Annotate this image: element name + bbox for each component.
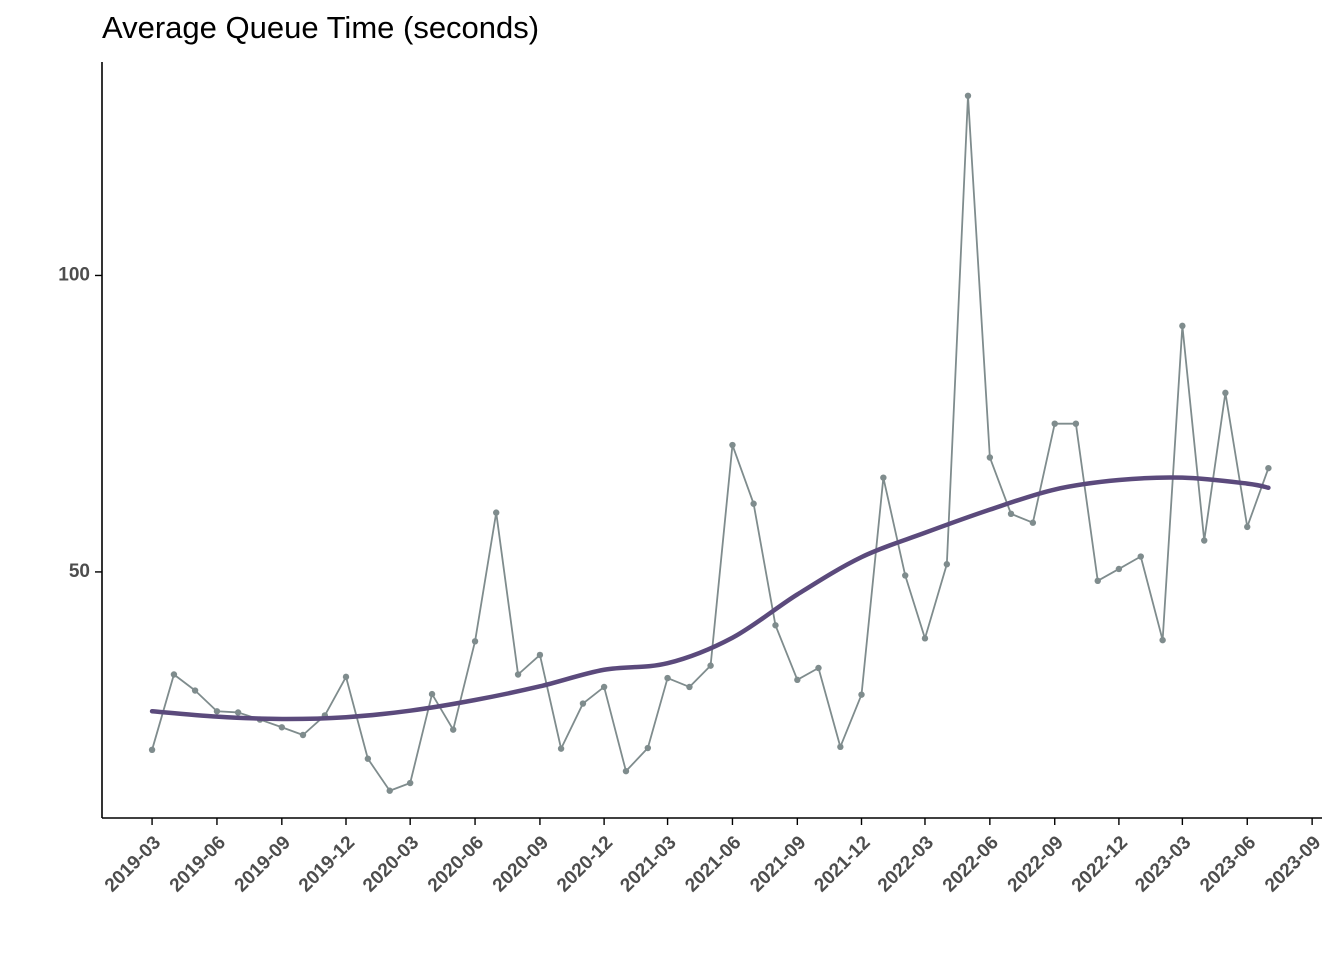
x-tick-label: 2019-12 — [295, 832, 359, 896]
observed-point — [600, 683, 608, 691]
x-tick-label: 2019-06 — [166, 832, 230, 896]
observed-point — [493, 509, 500, 516]
observed-point — [1051, 420, 1058, 427]
observed-point — [964, 92, 972, 99]
observed-point — [1137, 553, 1144, 560]
observed-point — [406, 779, 414, 787]
observed-line — [151, 94, 1270, 792]
observed-point — [234, 709, 242, 716]
observed-point — [707, 662, 714, 669]
observed-point — [1222, 389, 1229, 397]
x-tick-label: 2023-06 — [1196, 832, 1260, 896]
observed-point — [364, 755, 372, 762]
x-tick-label: 2022-06 — [939, 832, 1003, 896]
x-tick-label: 2023-09 — [1261, 832, 1325, 896]
observed-point — [858, 691, 865, 698]
observed-point — [1265, 464, 1272, 472]
observed-point — [579, 700, 587, 707]
observed-point — [837, 743, 844, 751]
observed-point — [815, 664, 822, 672]
observed-point — [794, 676, 801, 684]
x-tick-label: 2021-12 — [810, 832, 874, 896]
y-ticks: 50 100 — [58, 264, 102, 582]
observed-point — [191, 687, 199, 694]
observed-point — [880, 474, 887, 481]
x-tick-label: 2019-03 — [101, 832, 165, 896]
series-observed — [148, 92, 1272, 794]
chart-title: Average Queue Time (seconds) — [102, 10, 540, 45]
x-tick-label: 2021-09 — [746, 832, 810, 896]
observed-point — [1159, 636, 1166, 644]
x-tick-label: 2021-06 — [681, 832, 745, 896]
x-tick-label: 2022-03 — [874, 832, 938, 896]
observed-point — [557, 745, 565, 752]
observed-point — [342, 673, 350, 681]
observed-point — [1029, 519, 1037, 526]
observed-point — [1007, 510, 1015, 518]
x-ticks: 2019-03 2019-06 2019-09 2019-12 2020-03 2020-… — [101, 818, 1325, 896]
observed-point — [1201, 537, 1208, 544]
axes — [101, 62, 1322, 819]
observed-point — [536, 651, 544, 659]
observed-point — [449, 726, 457, 733]
x-tick-label: 2022-12 — [1068, 832, 1132, 896]
observed-point — [213, 708, 221, 715]
observed-point — [750, 500, 757, 507]
observed-point — [1072, 420, 1080, 427]
x-tick-label: 2020-12 — [553, 832, 617, 896]
observed-point — [170, 671, 178, 678]
observed-point — [772, 622, 779, 629]
observed-point — [148, 746, 156, 754]
x-tick-label: 2020-09 — [489, 832, 553, 896]
observed-point — [471, 638, 479, 645]
trend-line — [149, 475, 1271, 722]
observed-point — [644, 744, 652, 752]
observed-point — [299, 731, 307, 739]
x-tick-label: 2019-09 — [231, 832, 295, 896]
observed-point — [1244, 523, 1251, 531]
observed-point — [664, 674, 671, 682]
observed-point — [1115, 565, 1123, 573]
y-tick-label: 100 — [58, 264, 90, 285]
observed-point — [386, 787, 393, 794]
observed-point — [921, 635, 929, 642]
series-trend — [149, 475, 1271, 722]
observed-point — [729, 441, 736, 449]
x-tick-label: 2022-09 — [1004, 832, 1068, 896]
x-tick-label: 2020-03 — [359, 832, 423, 896]
y-tick-label: 50 — [69, 561, 90, 582]
x-tick-label: 2021-03 — [616, 832, 680, 896]
observed-point — [1094, 577, 1101, 585]
x-tick-label: 2020-06 — [424, 832, 488, 896]
observed-point — [943, 561, 951, 568]
observed-point — [514, 671, 522, 678]
observed-point — [986, 454, 994, 461]
observed-point — [1179, 322, 1186, 330]
x-tick-label: 2023-03 — [1131, 832, 1195, 896]
observed-point — [428, 690, 436, 698]
observed-point — [622, 767, 630, 775]
observed-point — [902, 572, 909, 579]
observed-point — [686, 683, 693, 691]
observed-point — [278, 724, 286, 731]
